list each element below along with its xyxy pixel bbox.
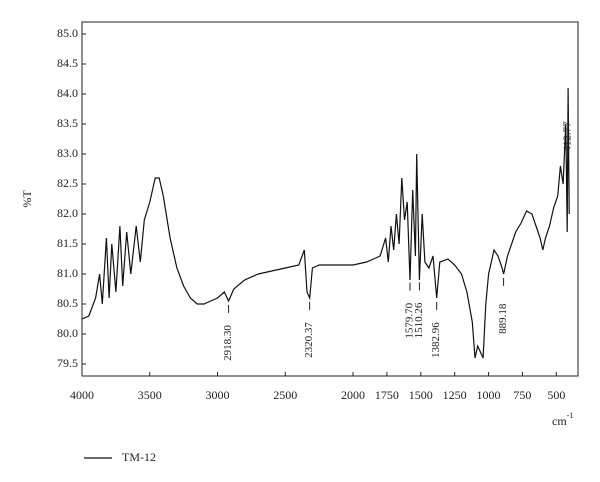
peak-label: 2918.30 bbox=[222, 325, 234, 361]
x-tick-label: 1000 bbox=[477, 388, 501, 402]
x-tick-label: 750 bbox=[513, 388, 531, 402]
y-tick-label: 82.0 bbox=[57, 206, 78, 220]
y-tick-label: 83.5 bbox=[57, 116, 78, 130]
y-tick-label: 83.0 bbox=[57, 146, 78, 160]
y-tick-label: 80.5 bbox=[57, 296, 78, 310]
plot-frame bbox=[81, 21, 579, 377]
x-tick-label: 500 bbox=[547, 388, 565, 402]
peak-label: 889.18 bbox=[497, 303, 509, 334]
x-tick-label: 1500 bbox=[409, 388, 433, 402]
x-axis-unit: cm bbox=[552, 414, 567, 428]
y-tick-label: 84.5 bbox=[57, 56, 78, 70]
legend-label: TM-12 bbox=[122, 450, 156, 464]
spectrum-line bbox=[81, 87, 570, 359]
x-tick-label: 2500 bbox=[273, 388, 297, 402]
peak-label: 1510.26 bbox=[413, 302, 425, 338]
peak-label: 1382.96 bbox=[430, 322, 442, 358]
peak-label: 1579.70 bbox=[404, 302, 416, 338]
x-tick-label: 1750 bbox=[375, 388, 399, 402]
y-tick-label: 80.0 bbox=[57, 326, 78, 340]
y-tick-label: 82.5 bbox=[57, 176, 78, 190]
x-tick-label: 3000 bbox=[206, 388, 230, 402]
peak-label: 2320.37 bbox=[303, 322, 315, 358]
y-tick-label: 81.0 bbox=[57, 266, 78, 280]
y-tick-label: 84.0 bbox=[57, 86, 78, 100]
y-tick-label: 85.0 bbox=[57, 26, 78, 40]
x-tick-label: 2000 bbox=[341, 388, 365, 402]
x-tick-label: 4000 bbox=[70, 388, 94, 402]
y-tick-label: 81.5 bbox=[57, 236, 78, 250]
y-axis-label: %T bbox=[20, 190, 34, 208]
x-tick-label: 3500 bbox=[138, 388, 162, 402]
x-tick-label: 1250 bbox=[443, 388, 467, 402]
x-axis-label: cm-1 bbox=[552, 411, 573, 428]
y-tick-label: 79.5 bbox=[57, 356, 78, 370]
x-axis-unit-exponent: -1 bbox=[567, 411, 574, 420]
peak-label: 412.77 bbox=[562, 121, 574, 152]
